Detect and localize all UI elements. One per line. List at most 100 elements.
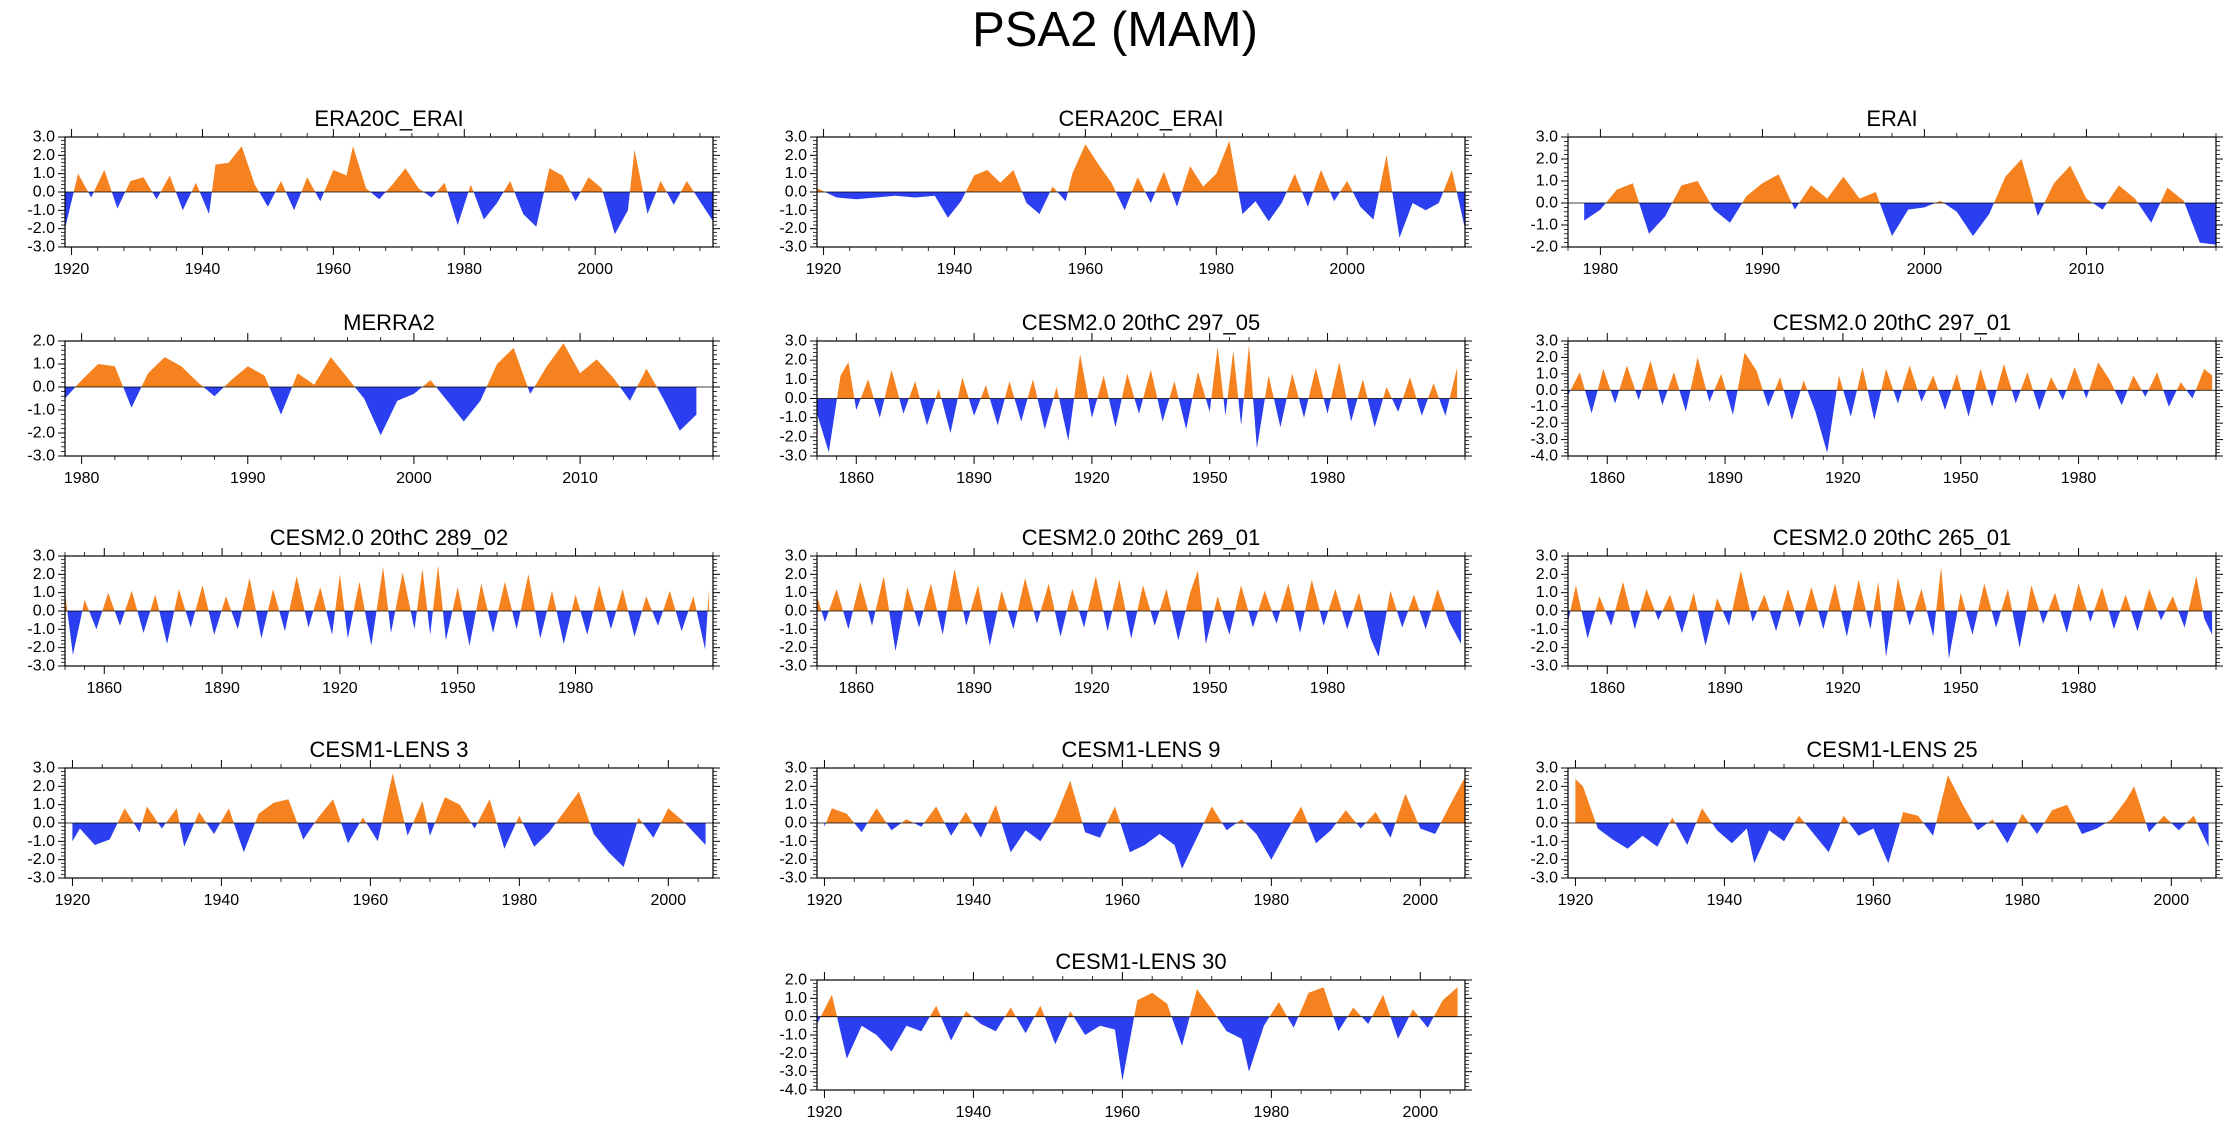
panel-title: CESM1-LENS 9 bbox=[1062, 737, 1221, 762]
x-tick-label: 1950 bbox=[1192, 680, 1228, 697]
x-tick-label: 1940 bbox=[204, 892, 240, 909]
x-tick-label: 1940 bbox=[937, 261, 973, 278]
panel-title: CESM2.0 20thC 269_01 bbox=[1022, 525, 1261, 550]
y-tick-label: -3.0 bbox=[779, 239, 807, 256]
y-tick-label: 3.0 bbox=[1536, 760, 1558, 777]
y-tick-label: 1.0 bbox=[33, 165, 55, 182]
y-tick-label: -1.0 bbox=[779, 621, 807, 638]
x-tick-label: 1920 bbox=[54, 261, 90, 278]
y-tick-label: 3.0 bbox=[1536, 548, 1558, 565]
y-tick-label: 2.0 bbox=[1536, 151, 1558, 168]
negative-area bbox=[65, 611, 710, 655]
y-tick-label: -1.0 bbox=[779, 409, 807, 426]
y-tick-label: -2.0 bbox=[1530, 239, 1558, 256]
y-tick-label: 2.0 bbox=[1536, 349, 1558, 366]
panel-title: CESM2.0 20thC 297_05 bbox=[1022, 310, 1261, 335]
panel-12: CESM1-LENS 25 3.02.01.0 0.0-1.0-2.0 -3.0192… bbox=[1530, 737, 2223, 909]
y-tick-label: 3.0 bbox=[1536, 129, 1558, 146]
x-tick-label: 1860 bbox=[86, 680, 122, 697]
y-tick-label: 2.0 bbox=[785, 147, 807, 164]
y-tick-label: 3.0 bbox=[785, 333, 807, 350]
x-tick-label: 1890 bbox=[956, 470, 992, 487]
x-tick-label: 2000 bbox=[1907, 261, 1943, 278]
panel-2: CERA20C_ERAI 3.02.01.0 0.0-1.0-2.0 -3.0 1920… bbox=[779, 106, 1472, 278]
x-tick-label: 1920 bbox=[1825, 680, 1861, 697]
positive-area bbox=[824, 777, 1465, 823]
positive-area bbox=[1575, 775, 2209, 823]
y-tick-label: 3.0 bbox=[785, 129, 807, 146]
y-tick-label: 0.0 bbox=[33, 184, 55, 201]
panel-title: CESM2.0 20thC 297_01 bbox=[1773, 310, 2012, 335]
y-tick-label: -2.0 bbox=[779, 1045, 807, 1062]
panel-11: CESM1-LENS 9 3.02.01.0 0.0-1.0-2.0 -3.01920… bbox=[779, 737, 1472, 909]
negative-area bbox=[817, 1016, 1458, 1081]
x-tick-label: 1980 bbox=[446, 261, 482, 278]
y-tick-label: -2.0 bbox=[1530, 415, 1558, 432]
panel-title: CESM2.0 20thC 265_01 bbox=[1773, 525, 2012, 550]
y-tick-label: 0.0 bbox=[33, 379, 55, 396]
x-tick-label: 1980 bbox=[1198, 261, 1234, 278]
y-tick-label: -1.0 bbox=[779, 833, 807, 850]
y-tick-label: -2.0 bbox=[27, 851, 55, 868]
panel-title: ERAI bbox=[1866, 106, 1917, 131]
x-tick-label: 2000 bbox=[651, 892, 687, 909]
panel-title: CESM1-LENS 30 bbox=[1055, 949, 1226, 974]
y-tick-label: 2.0 bbox=[33, 333, 55, 350]
x-tick-label: 1940 bbox=[956, 1104, 992, 1121]
negative-area bbox=[817, 192, 1465, 238]
y-tick-label: 0.0 bbox=[33, 603, 55, 620]
y-tick-label: 2.0 bbox=[785, 352, 807, 369]
y-tick-label: -3.0 bbox=[779, 1063, 807, 1080]
y-tick-label: -3.0 bbox=[27, 448, 55, 465]
panel-8: CESM2.0 20thC 269_01 3.02.01.0 0.0-1.0-2.0… bbox=[779, 525, 1472, 697]
y-tick-label: -3.0 bbox=[779, 870, 807, 887]
y-tick-label: -3.0 bbox=[1530, 431, 1558, 448]
y-tick-label: -1.0 bbox=[1530, 833, 1558, 850]
panel-13: CESM1-LENS 302.01.00.0-1.0-2.0-3.0-4.019… bbox=[779, 949, 1472, 1121]
x-tick-label: 1860 bbox=[1589, 470, 1625, 487]
x-tick-label: 1920 bbox=[807, 1104, 843, 1121]
x-tick-label: 1920 bbox=[1074, 680, 1110, 697]
y-tick-label: -2.0 bbox=[27, 220, 55, 237]
y-tick-label: 0.0 bbox=[785, 815, 807, 832]
negative-area bbox=[72, 823, 706, 867]
y-tick-label: 1.0 bbox=[1536, 584, 1558, 601]
x-tick-label: 2000 bbox=[1329, 261, 1365, 278]
y-tick-label: 0.0 bbox=[1536, 382, 1558, 399]
y-tick-label: 0.0 bbox=[785, 390, 807, 407]
x-tick-label: 1920 bbox=[1558, 892, 1594, 909]
positive-area bbox=[817, 140, 1465, 192]
x-tick-label: 1940 bbox=[185, 261, 221, 278]
y-tick-label: -1.0 bbox=[27, 202, 55, 219]
y-tick-label: -2.0 bbox=[27, 425, 55, 442]
plot-frame bbox=[1567, 340, 2217, 457]
x-tick-label: 1980 bbox=[1583, 261, 1619, 278]
x-tick-label: 1920 bbox=[806, 261, 842, 278]
y-tick-label: -3.0 bbox=[1530, 870, 1558, 887]
y-tick-label: -4.0 bbox=[779, 1082, 807, 1099]
y-tick-label: 0.0 bbox=[33, 815, 55, 832]
x-tick-label: 1980 bbox=[2005, 892, 2041, 909]
panel-3: ERAI 3.0 2.0 1.0 0.0 -1.0 -2.0 1980 1990 2000 2010 bbox=[1530, 106, 2223, 278]
y-tick-label: 1.0 bbox=[33, 796, 55, 813]
y-tick-label: 3.0 bbox=[33, 548, 55, 565]
y-tick-label: 0.0 bbox=[1536, 603, 1558, 620]
x-tick-label: 1960 bbox=[1856, 892, 1892, 909]
y-tick-label: -1.0 bbox=[1530, 621, 1558, 638]
y-tick-label: -3.0 bbox=[779, 658, 807, 675]
y-tick-label: -3.0 bbox=[27, 658, 55, 675]
x-tick-label: 2000 bbox=[577, 261, 613, 278]
y-tick-label: -3.0 bbox=[27, 239, 55, 256]
x-tick-label: 1920 bbox=[322, 680, 358, 697]
y-tick-label: 2.0 bbox=[33, 566, 55, 583]
x-tick-label: 1920 bbox=[55, 892, 91, 909]
panel-title: CERA20C_ERAI bbox=[1058, 106, 1223, 131]
x-tick-label: 1960 bbox=[1068, 261, 1104, 278]
positive-area bbox=[817, 987, 1458, 1017]
panel-10: CESM1-LENS 3 3.02.01.0 0.0-1.0-2.0 -3.01920… bbox=[27, 737, 720, 909]
negative-area bbox=[817, 611, 1462, 657]
positive-area bbox=[65, 146, 713, 192]
x-tick-label: 1980 bbox=[558, 680, 594, 697]
y-tick-label: -2.0 bbox=[1530, 851, 1558, 868]
